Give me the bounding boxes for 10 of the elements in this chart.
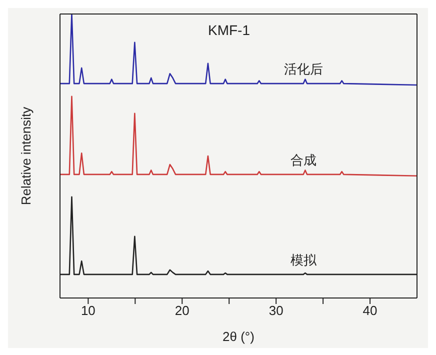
series-label: 活化后 xyxy=(284,62,323,78)
series-label: 模拟 xyxy=(290,253,318,268)
y-axis-title: Relative intensity xyxy=(18,106,34,206)
x-tick-label: 30 xyxy=(268,303,284,318)
x-tick-label: 10 xyxy=(80,303,96,318)
series-label: 合成 xyxy=(290,153,316,168)
x-tick-label: 20 xyxy=(174,303,190,318)
x-axis-title: 2θ (°) xyxy=(222,329,254,344)
x-tick-label: 40 xyxy=(362,303,378,318)
text: KMF-1 xyxy=(208,22,250,38)
